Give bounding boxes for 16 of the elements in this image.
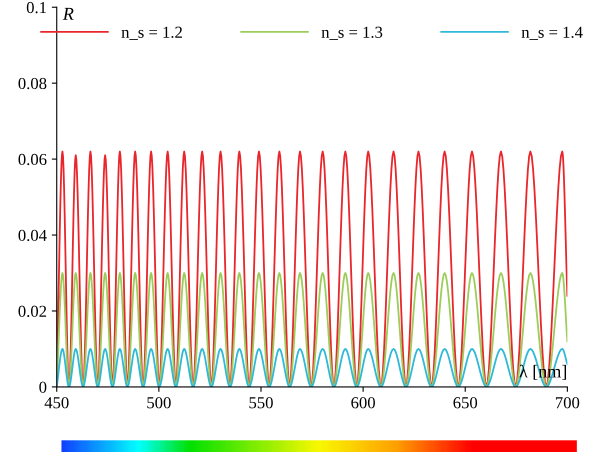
y-tick-label: 0.02: [18, 306, 46, 317]
y-axis-title: R: [62, 8, 74, 20]
y-tick-label: 0.06: [18, 154, 47, 166]
legend-label: n_s = 1.3: [322, 26, 382, 40]
x-tick-label: 550: [249, 397, 273, 408]
y-tick-label: 0.1: [26, 2, 46, 14]
x-tick-label: 700: [556, 397, 580, 408]
x-tick-label: 600: [351, 397, 375, 408]
y-tick-label: 0: [39, 382, 46, 393]
x-tick-label: 650: [453, 397, 478, 408]
x-tick-label: 500: [147, 397, 171, 408]
y-tick-label: 0.08: [18, 78, 46, 90]
legend-label: n_s = 1.4: [522, 26, 583, 40]
legend-label: n_s = 1.2: [122, 26, 182, 40]
x-tick-label: 450: [44, 397, 69, 408]
y-tick-label: 0.04: [18, 230, 47, 242]
